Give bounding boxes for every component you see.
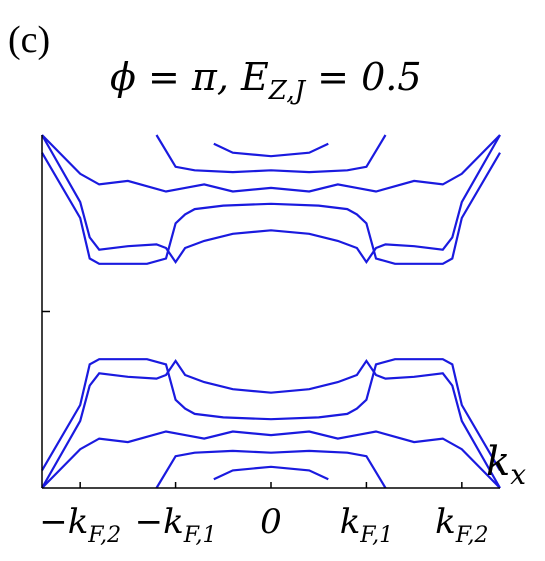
x-axis-label-main: k: [486, 439, 510, 485]
band-line-0: [41, 134, 501, 265]
x-ticks: −kF,2 −kF,1 0 kF,1 kF,2: [39, 482, 489, 548]
band-lines: [41, 134, 501, 489]
band-line-6: [155, 134, 387, 174]
chart-title-main: ϕ = π, E: [110, 55, 269, 99]
band-line-3: [41, 358, 501, 471]
x-tick-label-1: −kF,1: [135, 502, 217, 548]
band-line-1: [41, 152, 501, 265]
band-line-5: [41, 430, 501, 489]
x-axis-label-sub: x: [510, 458, 526, 491]
band-line-9: [213, 465, 329, 481]
x-tick-label-4: kF,2: [435, 502, 488, 548]
x-tick-label-2: 0: [260, 502, 282, 542]
x-axis-label: kx: [486, 439, 526, 491]
panel-label: (c): [8, 19, 50, 61]
x-tick-label-3: kF,1: [340, 502, 393, 548]
x-tick-label-0: −kF,2: [39, 502, 121, 548]
band-line-7: [155, 449, 387, 489]
chart-title-tail: = 0.5: [305, 55, 421, 99]
chart-title-sub: Z,J: [268, 76, 307, 106]
band-line-4: [41, 134, 501, 193]
band-line-2: [41, 358, 501, 489]
chart-title: ϕ = π, EZ,J = 0.5: [110, 55, 422, 106]
plot-area: −kF,2 −kF,1 0 kF,1 kF,2: [39, 134, 501, 548]
band-line-8: [213, 142, 329, 158]
